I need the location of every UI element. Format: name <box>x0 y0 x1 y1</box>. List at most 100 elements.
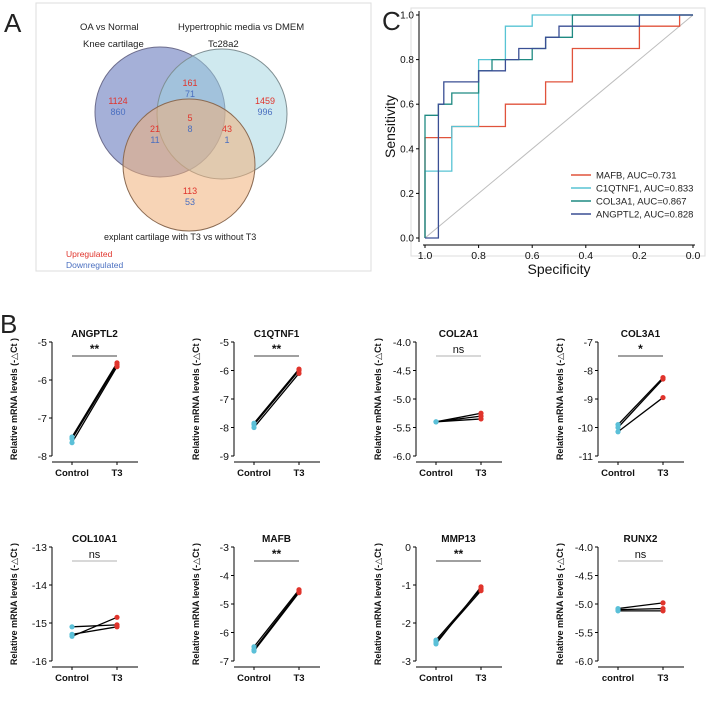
plot-ytick-label: -5 <box>38 337 47 349</box>
plot-title: MAFB <box>262 534 291 545</box>
legend-downregulated: Downregulated <box>66 260 123 270</box>
roc-xtick-label: 0.6 <box>525 250 540 262</box>
roc-reference-diagonal <box>424 14 694 239</box>
t3-point <box>660 394 666 401</box>
roc-ytick-label: 0.0 <box>400 234 414 245</box>
t3-point <box>478 584 484 590</box>
plot-ytick-label: -7 <box>584 337 593 349</box>
dot-plot-angptl2: ANGPTL2 -8 -7 -6 -5 Control T3 Relative mRNA le… <box>9 329 138 479</box>
plot-ytick-label: -11 <box>579 451 594 463</box>
venn-label-explant: explant cartilage with T3 vs without T3 <box>104 232 256 242</box>
plot-y-label: Relative mRNA levels (-△Ct ) <box>191 338 201 460</box>
plot-ytick-label: -16 <box>32 656 47 668</box>
dot-plot-col3a1: COL3A1 -11 -10 -9 -8 -7 Control T3 Relative mRNA… <box>555 329 684 479</box>
paired-line <box>253 370 300 426</box>
paired-line <box>71 616 118 637</box>
plot-ytick-label: -5 <box>220 599 229 611</box>
roc-ytick-label: 0.8 <box>400 55 414 66</box>
control-point <box>69 624 75 630</box>
plot-ytick-label: -3 <box>220 542 229 554</box>
paired-line <box>435 586 482 645</box>
paired-line <box>253 589 300 648</box>
venn-count-down-C_only: 53 <box>185 197 195 207</box>
plot-y-label: Relative mRNA levels (-△Ct ) <box>555 543 565 665</box>
plot-title: RUNX2 <box>624 534 658 545</box>
dot-plots: ANGPTL2 -8 -7 -6 -5 Control T3 Relative mRNA le… <box>9 329 684 684</box>
paired-line <box>617 397 664 433</box>
paired-line <box>71 624 118 628</box>
plot-ytick-label: -9 <box>220 451 229 463</box>
plot-y-label: Relative mRNA levels (-△Ct ) <box>9 543 19 665</box>
plot-ytick-label: -14 <box>32 580 47 592</box>
roc-panel: C 0.0 0.2 0.4 0.6 0.8 1.0 1.0 0.8 0.6 0.4 0.2 0.0 Sp… <box>382 6 706 277</box>
venn-count-up-A_only: 1124 <box>108 96 127 106</box>
significance-label: ns <box>453 344 465 356</box>
paired-line <box>617 602 664 610</box>
venn-label-knee: Knee cartilage <box>83 39 144 50</box>
plot-xtick-t3: T3 <box>657 673 668 684</box>
venn-count-down-B_only: 996 <box>257 107 272 117</box>
paired-line <box>617 377 664 426</box>
paired-line <box>71 362 118 438</box>
roc-curve-angptl2 <box>425 14 693 239</box>
paired-line <box>71 366 118 444</box>
paired-line <box>435 418 482 423</box>
plot-ytick-label: -4.0 <box>575 542 593 554</box>
roc-frame <box>410 7 706 257</box>
venn-count-down-A_only: 860 <box>110 107 125 117</box>
dot-plot-mafb: MAFB -7 -6 -5 -4 -3 Control T3 Relative mRNA lev… <box>191 534 320 684</box>
plot-xtick-t3: T3 <box>111 468 122 479</box>
venn-panel: A OA vs Normal Knee cartilage Hypertroph… <box>4 2 372 272</box>
roc-ytick-label: 0.2 <box>400 189 414 200</box>
plot-title: COL2A1 <box>439 329 479 340</box>
plot-ytick-label: -13 <box>32 542 47 554</box>
plot-ytick-label: -9 <box>584 394 593 406</box>
paired-line <box>617 378 664 428</box>
dot-plot-mmp13: MMP13 -3 -2 -1 0 Control T3 Relative mRNA level… <box>373 534 502 684</box>
significance-label: ** <box>454 547 464 561</box>
plot-xtick-t3: T3 <box>293 468 304 479</box>
control-point <box>69 436 75 442</box>
plot-ytick-label: -4.5 <box>393 366 411 378</box>
paired-line <box>253 590 300 650</box>
plot-xtick-t3: T3 <box>475 468 486 479</box>
plot-ytick-label: -8 <box>38 451 47 463</box>
t3-point <box>660 600 666 606</box>
plot-ytick-label: -6 <box>38 375 47 387</box>
plot-ytick-label: -10 <box>578 423 593 435</box>
venn-count-down-AC: 11 <box>150 135 159 145</box>
plot-ytick-label: -5.0 <box>575 599 593 611</box>
venn-circle-explant <box>122 98 256 232</box>
dot-plot-col10a1: COL10A1 -16 -15 -14 -13 Control T3 Relative mRN… <box>9 534 138 684</box>
plot-ytick-label: -6 <box>220 628 229 640</box>
roc-x-label: Specificity <box>527 261 590 277</box>
plot-xtick-control: Control <box>601 468 635 479</box>
roc-xtick-label: 1.0 <box>418 250 433 262</box>
t3-point <box>114 614 120 620</box>
roc-curve-c1qtnf1 <box>424 14 693 238</box>
significance-label: ** <box>272 342 282 356</box>
plot-xtick-t3: T3 <box>111 673 122 684</box>
venn-label-tc28a2: Tc28a2 <box>208 39 239 50</box>
plot-title: COL10A1 <box>72 534 117 545</box>
paired-line <box>71 364 118 440</box>
dot-plot-col2a1: COL2A1 -6.0 -5.5 -5.0 -4.5 -4.0 Control T3 Relat… <box>373 329 502 479</box>
plot-y-label: Relative mRNA levels (-△Ct ) <box>373 338 383 460</box>
venn-count-down-BC: 1 <box>224 135 229 145</box>
venn-count-up-AC: 21 <box>150 124 160 134</box>
plot-y-label: Relative mRNA levels (-△Ct ) <box>9 338 19 460</box>
plot-ytick-label: -5.5 <box>393 423 411 435</box>
plot-xtick-control: Control <box>419 468 453 479</box>
dot-plot-c1qtnf1: C1QTNF1 -9 -8 -7 -6 -5 Control T3 Relative mRNA … <box>191 329 320 479</box>
plot-ytick-label: -4.5 <box>575 571 593 583</box>
roc-y-label: Sensitivity <box>382 95 398 158</box>
plot-title: MMP13 <box>441 534 476 545</box>
control-point <box>433 641 439 647</box>
plot-ytick-label: -6.0 <box>393 451 411 463</box>
control-point <box>615 424 621 431</box>
venn-count-up-AB: 161 <box>182 78 197 88</box>
t3-point <box>478 416 484 422</box>
roc-legend-mafb: MAFB, AUC=0.731 <box>596 171 677 182</box>
paired-line <box>617 607 664 611</box>
paired-line <box>253 368 300 424</box>
